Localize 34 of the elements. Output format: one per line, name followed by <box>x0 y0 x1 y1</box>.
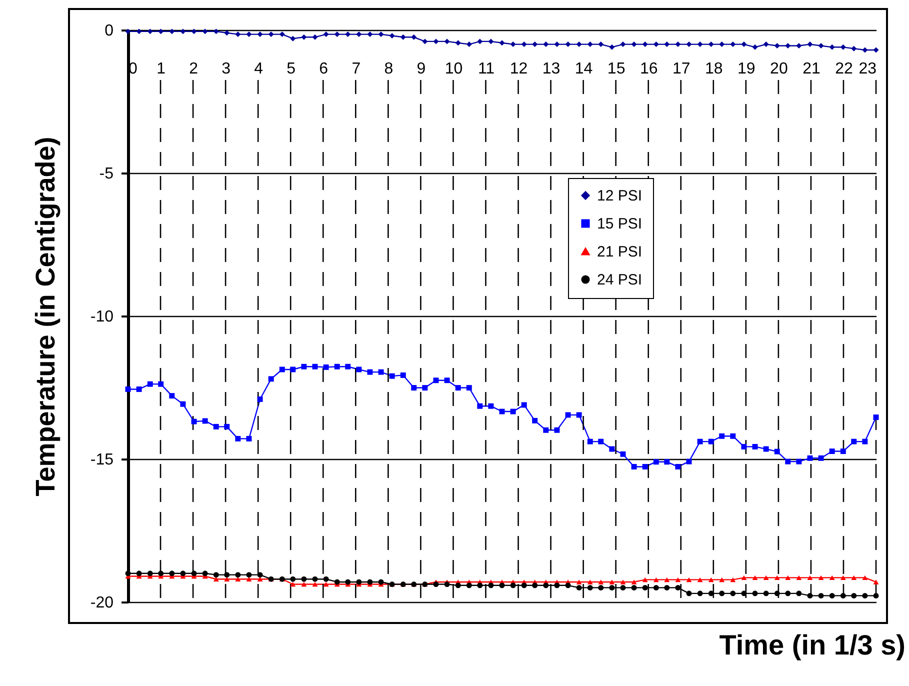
x-tick-label: 15 <box>607 60 626 78</box>
x-tick-label: 4 <box>254 60 264 78</box>
y-axis-title: Temperature (in Centigrade) <box>30 136 60 496</box>
x-tick-label: 11 <box>478 60 495 78</box>
x-tick-label: 1 <box>156 60 166 78</box>
x-tick-label: 2 <box>189 60 198 78</box>
x-tick-label: 14 <box>574 60 593 78</box>
legend-label: 12 PSI <box>597 188 642 204</box>
x-tick-label: 22 <box>835 60 853 78</box>
y-tick-label: 0 <box>104 22 114 40</box>
x-tick-label: 10 <box>444 60 463 78</box>
y-tick-label: -15 <box>90 452 114 468</box>
y-tick-label: -20 <box>90 594 114 612</box>
y-tick-label: -5 <box>99 166 114 182</box>
x-tick-label: 12 <box>510 60 528 78</box>
x-tick-label: 17 <box>672 60 690 78</box>
x-tick-label: 23 <box>858 60 877 78</box>
x-tick-label: 13 <box>542 60 560 78</box>
x-tick-label: 20 <box>770 60 788 78</box>
x-tick-label: 9 <box>416 60 426 78</box>
legend-label: 24 PSI <box>597 272 642 288</box>
legend-label: 21 PSI <box>597 244 642 260</box>
legend-label: 15 PSI <box>597 216 642 232</box>
x-tick-label: 8 <box>384 60 394 78</box>
x-tick-label: 7 <box>352 60 361 78</box>
x-tick-label: 3 <box>222 60 231 78</box>
x-tick-label: 6 <box>319 60 328 78</box>
x-tick-label: 5 <box>286 60 296 78</box>
y-tick-label: -10 <box>90 308 114 326</box>
x-tick-label: 21 <box>802 60 820 78</box>
x-axis-title: Time (in 1/3 s) <box>719 630 906 660</box>
x-tick-label: 18 <box>704 60 723 78</box>
x-tick-label: 19 <box>738 60 756 78</box>
x-tick-label: 16 <box>640 60 658 78</box>
